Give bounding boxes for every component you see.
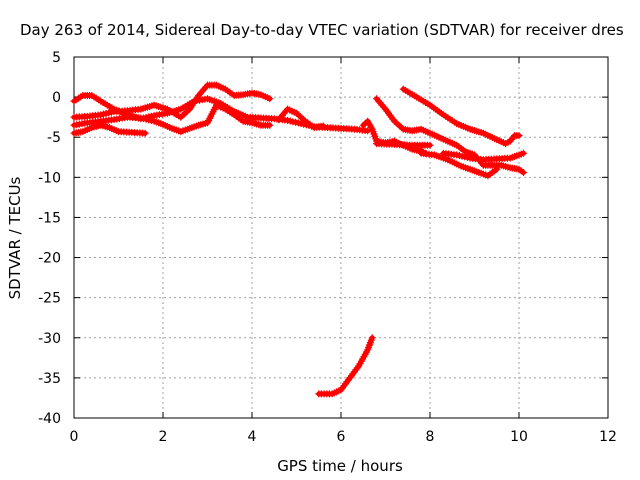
- series-markers: [399, 85, 523, 148]
- series-track-k: [417, 149, 501, 180]
- series-track-d: [70, 101, 274, 136]
- data-series: [70, 81, 527, 398]
- series-track-j: [439, 149, 527, 164]
- y-tick-label: -10: [38, 170, 61, 186]
- y-tick-label: -5: [47, 130, 61, 146]
- series-markers: [70, 81, 274, 121]
- y-tick-label: 0: [52, 90, 61, 106]
- chart-title: Day 263 of 2014, Sidereal Day-to-day VTE…: [20, 21, 624, 39]
- y-tick-label: -25: [38, 291, 61, 307]
- grid-lines: [74, 57, 608, 418]
- series-track-e: [275, 105, 327, 132]
- y-tick-label: -20: [38, 251, 61, 267]
- series-track-h: [373, 95, 527, 176]
- x-axis-title: GPS time / hours: [277, 457, 403, 475]
- y-tick-label: -35: [38, 371, 61, 387]
- x-tick-label: 6: [337, 429, 346, 445]
- series-markers: [373, 140, 434, 149]
- series-track-b: [70, 81, 274, 121]
- series-track-c: [70, 121, 149, 137]
- x-tick-label: 12: [599, 429, 617, 445]
- x-tick-labels: 0 2 4 6 8 10 12: [70, 429, 617, 445]
- y-axis-title: SDTVAR / TECUs: [6, 176, 24, 299]
- series-markers: [275, 105, 327, 132]
- y-tick-label: -30: [38, 331, 61, 347]
- x-tick-label: 2: [159, 429, 168, 445]
- y-tick-label: -15: [38, 210, 61, 226]
- series-markers: [417, 149, 501, 180]
- series-track-l: [315, 334, 376, 398]
- y-tick-label: -40: [38, 411, 61, 427]
- series-markers: [70, 121, 149, 137]
- axis-ticks: [73, 56, 609, 419]
- series-markers: [373, 95, 527, 176]
- y-tick-labels: 5 0 -5 -10 -15 -20 -25 -30 -35 -40: [38, 50, 61, 427]
- series-markers: [70, 101, 274, 136]
- y-tick-label: 5: [52, 50, 61, 66]
- series-track-i: [399, 85, 523, 148]
- x-tick-label: 4: [248, 429, 257, 445]
- x-tick-label: 10: [510, 429, 528, 445]
- series-track-g: [373, 140, 434, 149]
- series-markers: [315, 334, 376, 398]
- series-markers: [439, 149, 527, 164]
- x-tick-label: 8: [426, 429, 435, 445]
- x-tick-label: 0: [70, 429, 79, 445]
